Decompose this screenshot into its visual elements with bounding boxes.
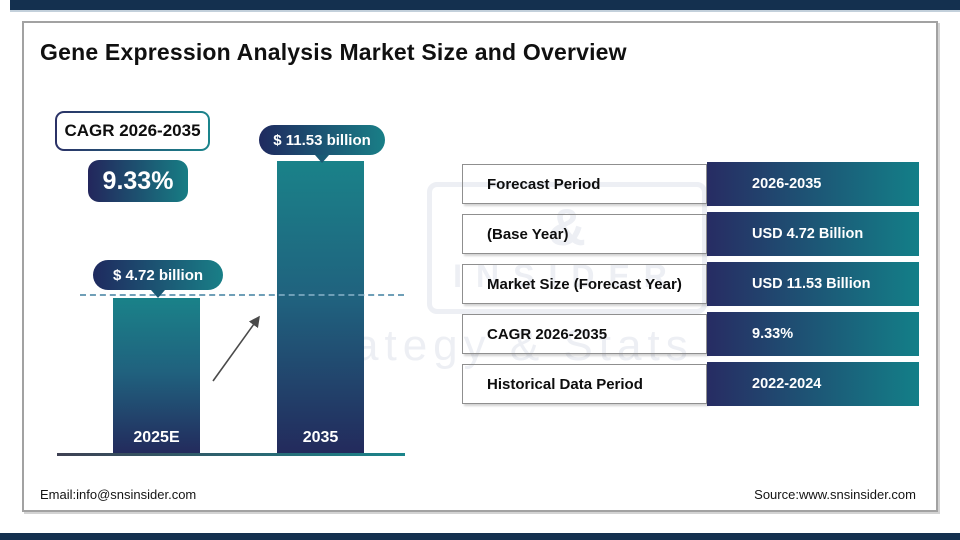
bar-category-label: 2025E xyxy=(133,429,180,446)
table-row: CAGR 2026-2035 9.33% xyxy=(462,312,919,356)
table-row-value: 2026-2035 xyxy=(707,162,919,206)
table-row-value: 2022-2024 xyxy=(707,362,919,406)
cagr-value-badge: 9.33% xyxy=(88,160,188,202)
bar-category-label: 2035 xyxy=(302,429,339,446)
table-row-value: USD 4.72 Billion xyxy=(707,212,919,256)
bar-value-bubble-2035: $ 11.53 billion xyxy=(259,125,385,155)
table-row-value: 9.33% xyxy=(707,312,919,356)
table-row-label: Forecast Period xyxy=(462,164,707,204)
bar-value-bubble-2025: $ 4.72 billion xyxy=(93,260,223,290)
watermark-tagline: ategy & Stats xyxy=(354,321,694,370)
page-title: Gene Expression Analysis Market Size and… xyxy=(40,39,627,65)
table-row-label: Market Size (Forecast Year) xyxy=(462,264,707,304)
top-frame-bar xyxy=(10,0,960,12)
summary-table: Forecast Period 2026-2035 (Base Year) US… xyxy=(462,162,919,412)
growth-arrow-icon xyxy=(212,315,260,382)
table-row-label: (Base Year) xyxy=(462,214,707,254)
bottom-frame-bar xyxy=(0,533,960,540)
watermark-ampersand: & xyxy=(548,198,586,257)
table-row-label: Historical Data Period xyxy=(462,364,707,404)
x-axis-baseline xyxy=(57,453,405,456)
cagr-label-box: CAGR 2026-2035 xyxy=(55,111,210,151)
reference-dotted-line xyxy=(80,294,404,296)
table-row: Market Size (Forecast Year) USD 11.53 Bi… xyxy=(462,262,919,306)
table-row-label: CAGR 2026-2035 xyxy=(462,314,707,354)
source-url: Source:www.snsinsider.com xyxy=(754,487,916,502)
infographic-card: Gene Expression Analysis Market Size and… xyxy=(22,21,938,512)
bar-2025: 2025E xyxy=(113,298,200,454)
table-row: (Base Year) USD 4.72 Billion xyxy=(462,212,919,256)
bar-2035: 2035 xyxy=(277,161,364,454)
contact-email: Email:info@snsinsider.com xyxy=(40,487,197,502)
watermark-name: INSIDER xyxy=(453,257,681,294)
table-row: Historical Data Period 2022-2024 xyxy=(462,362,919,406)
watermark-logo: & INSIDER xyxy=(427,182,707,314)
table-row-value: USD 11.53 Billion xyxy=(707,262,919,306)
cagr-label: CAGR 2026-2035 xyxy=(57,113,208,149)
table-row: Forecast Period 2026-2035 xyxy=(462,162,919,206)
